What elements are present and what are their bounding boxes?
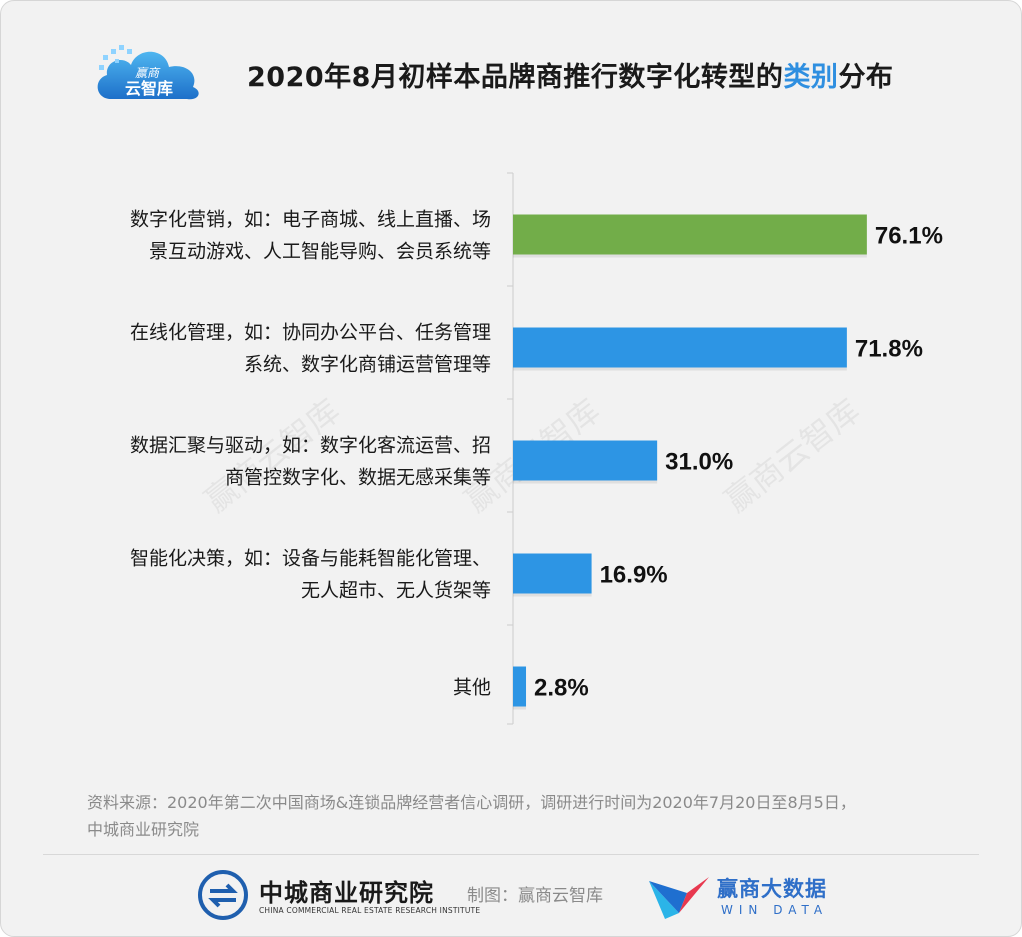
source-note: 资料来源：2020年第二次中国商场&连锁品牌经营者信心调研，调研进行时间为202… <box>87 789 987 843</box>
bar-shadow-3 <box>513 593 592 597</box>
title-part-2: 分布 <box>838 62 894 93</box>
data-label-2: 31.0% <box>665 449 733 476</box>
category-label-2-1: 商管控数字化、数据无感采集等 <box>225 467 491 489</box>
source-line-2: 中城商业研究院 <box>87 820 200 839</box>
data-label-4: 2.8% <box>534 675 589 702</box>
footer-brand-en: WIN DATA <box>721 903 829 917</box>
title-highlight: 类别 <box>783 62 839 93</box>
research-institute-logo-icon <box>198 870 248 920</box>
footer-credit: 制图：赢商云智库 <box>467 886 603 906</box>
bar-4 <box>513 666 527 707</box>
category-label-0-1: 景互动游戏、人工智能导购、会员系统等 <box>149 241 491 263</box>
bar-shadow-0 <box>513 254 867 258</box>
chart-title: 2020年8月初样本品牌商推行数字化转型的类别分布 <box>247 55 893 94</box>
footer-org-name-en: CHINA COMMERCIAL REAL ESTATE RESEARCH IN… <box>259 906 481 915</box>
bar-3 <box>513 553 592 594</box>
bar-2 <box>513 440 658 481</box>
data-label-3: 16.9% <box>600 562 668 589</box>
footer-divider <box>43 854 979 855</box>
category-label-2-0: 数据汇聚与驱动，如：数字化客流运营、招 <box>130 435 491 457</box>
win-data-logo-icon <box>649 877 709 919</box>
category-label-3-1: 无人超市、无人货架等 <box>301 580 491 602</box>
bar-1 <box>513 327 847 368</box>
bar-shadow-1 <box>513 367 847 371</box>
category-label-4-0: 其他 <box>453 677 491 699</box>
bar-chart: 76.1% 数字化营销，如：电子商城、线上直播、场景互动游戏、人工智能导购、会员系… <box>130 172 943 725</box>
logo-text-line2: 云智库 <box>125 79 173 98</box>
bar-shadow-4 <box>513 706 527 710</box>
data-label-1: 71.8% <box>855 336 923 363</box>
cloud-logo-icon: 赢商 云智库 <box>97 45 199 100</box>
data-label-0: 76.1% <box>875 223 943 250</box>
bar-0 <box>513 214 867 255</box>
category-label-0-0: 数字化营销，如：电子商城、线上直播、场 <box>130 209 491 231</box>
category-label-1-0: 在线化管理，如：协同办公平台、任务管理 <box>130 322 491 344</box>
source-line-1: 资料来源：2020年第二次中国商场&连锁品牌经营者信心调研，调研进行时间为202… <box>87 793 856 812</box>
logo-text-line1: 赢商 <box>135 66 161 80</box>
bar-shadow-2 <box>513 480 658 484</box>
category-label-1-1: 系统、数字化商铺运营管理等 <box>244 354 491 376</box>
title-part-1: 2020年8月初样本品牌商推行数字化转型的 <box>247 62 784 93</box>
footer-brand: 赢商大数据 <box>717 877 827 901</box>
footer-org-name: 中城商业研究院 <box>259 879 434 907</box>
category-label-3-0: 智能化决策，如：设备与能耗智能化管理、 <box>130 548 491 570</box>
